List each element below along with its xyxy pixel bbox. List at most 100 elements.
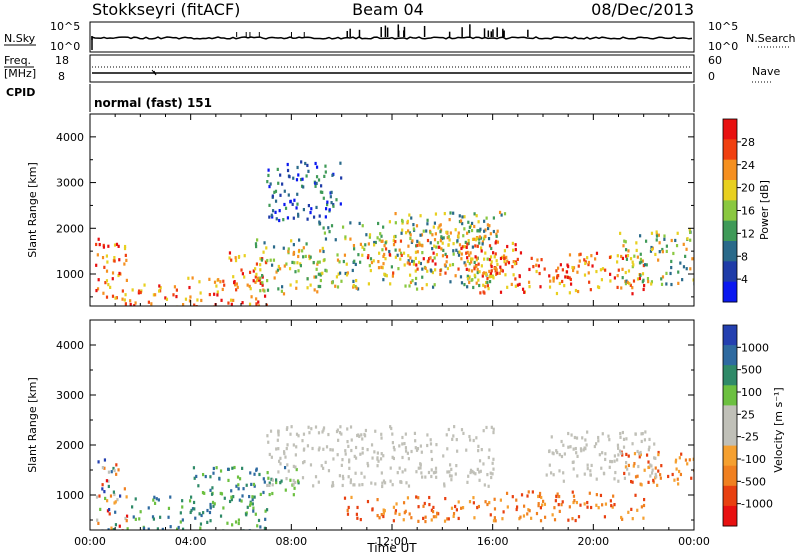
echo-cell <box>407 484 411 488</box>
echo-cell <box>585 443 588 447</box>
echo-cell <box>364 428 368 433</box>
echo-cell <box>366 256 370 260</box>
echo-cell <box>110 526 113 530</box>
echo-cell <box>265 246 268 250</box>
echo-cell <box>474 244 477 248</box>
echo-cell <box>577 264 580 268</box>
echo-cell <box>435 475 438 479</box>
echo-cell <box>406 219 409 223</box>
echo-cell <box>393 448 396 452</box>
echo-cell <box>469 251 472 255</box>
echo-cell <box>640 260 643 264</box>
echo-cell <box>426 269 429 273</box>
echo-cell <box>259 281 262 285</box>
echo-cell <box>596 285 600 289</box>
echo-cell <box>415 470 418 474</box>
colorbar-swatch <box>723 405 737 426</box>
echo-cell <box>545 473 548 477</box>
echo-cell <box>196 298 199 302</box>
echo-cell <box>494 266 498 270</box>
echo-cell <box>532 265 535 269</box>
echo-cell <box>432 471 436 475</box>
echo-cell <box>575 436 579 440</box>
echo-cell <box>401 455 404 460</box>
echo-cell <box>372 259 375 263</box>
echo-cell <box>642 287 645 292</box>
echo-cell <box>639 273 642 277</box>
echo-cell <box>354 456 358 460</box>
echo-cell <box>594 257 597 261</box>
echo-cell <box>492 229 495 234</box>
y-tick-label: 3000 <box>56 389 84 402</box>
echo-cell <box>552 473 555 477</box>
echo-cell <box>428 502 431 507</box>
echo-cell <box>137 291 140 295</box>
echo-cell <box>283 189 286 193</box>
echo-cell <box>276 167 279 172</box>
echo-cell <box>353 454 356 459</box>
echo-cell <box>586 505 589 509</box>
echo-cell <box>627 454 630 458</box>
echo-cell <box>377 221 380 226</box>
echo-cell <box>560 454 564 459</box>
echo-cell <box>631 442 634 446</box>
echo-cell <box>253 484 256 488</box>
echo-cell <box>159 286 162 290</box>
echo-cell <box>360 433 363 437</box>
echo-cell <box>355 278 358 283</box>
echo-cell <box>567 264 570 269</box>
power-x-ticks <box>89 114 695 306</box>
power-ylabel: Slant Range [km] <box>26 162 39 258</box>
echo-cell <box>430 518 433 522</box>
echo-cell <box>216 293 219 297</box>
echo-cell <box>451 437 454 441</box>
echo-cell <box>115 296 118 300</box>
echo-cell <box>113 259 116 263</box>
echo-cell <box>450 506 454 510</box>
echo-cell <box>304 254 307 259</box>
echo-cell <box>209 506 212 510</box>
echo-cell <box>270 263 274 267</box>
echo-cell <box>395 502 398 506</box>
echo-cell <box>382 262 385 266</box>
echo-cell <box>383 272 386 276</box>
colorbar-swatch <box>723 445 737 467</box>
echo-cell <box>126 527 129 530</box>
echo-cell <box>659 476 662 480</box>
echo-cell <box>642 516 645 520</box>
echo-cell <box>415 244 418 248</box>
echo-cell <box>600 278 604 282</box>
echo-cell <box>173 285 177 289</box>
echo-cell <box>661 275 665 279</box>
echo-cell <box>382 254 385 259</box>
echo-cell <box>466 250 469 255</box>
echo-cell <box>331 481 334 485</box>
echo-cell <box>488 501 491 505</box>
echo-cell <box>118 524 121 528</box>
echo-cell <box>411 239 414 243</box>
echo-cell <box>269 258 272 262</box>
echo-cell <box>212 466 215 471</box>
echo-cell <box>476 505 479 510</box>
echo-cell <box>208 292 211 297</box>
echo-cell <box>631 480 634 484</box>
echo-cell <box>200 298 203 303</box>
echo-cell <box>306 444 310 448</box>
echo-cell <box>445 433 448 437</box>
echo-cell <box>424 266 427 270</box>
echo-cell <box>487 287 490 291</box>
echo-cell <box>394 234 397 239</box>
echo-cell <box>212 471 215 475</box>
echo-cell <box>356 505 359 510</box>
echo-cell <box>297 173 300 177</box>
echo-cell <box>583 502 586 506</box>
echo-cell <box>454 228 457 232</box>
echo-cell <box>628 281 631 286</box>
echo-cell <box>398 248 401 252</box>
echo-cell <box>114 510 117 514</box>
echo-cell <box>234 520 238 524</box>
echo-cell <box>103 458 107 462</box>
echo-cell <box>482 462 485 466</box>
